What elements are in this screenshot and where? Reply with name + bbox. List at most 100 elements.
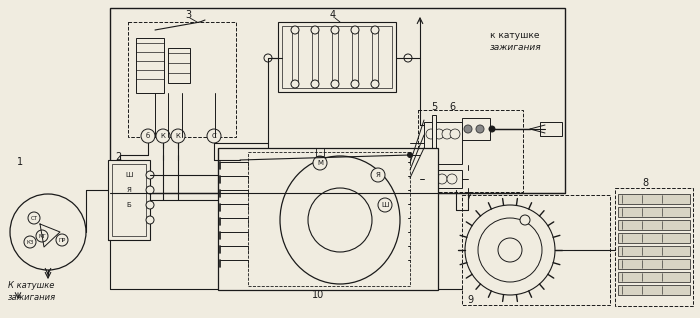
Circle shape (171, 129, 185, 143)
Bar (618, 194, 690, 204)
Bar (540, 122, 562, 136)
Text: Я: Я (376, 172, 380, 178)
Ellipse shape (280, 156, 400, 284)
Text: 7: 7 (465, 192, 471, 202)
Circle shape (331, 80, 339, 88)
Text: зажигания: зажигания (8, 293, 56, 301)
Circle shape (371, 168, 385, 182)
Bar (218, 148, 438, 290)
Text: 4: 4 (330, 10, 336, 20)
Bar (418, 110, 523, 192)
Bar (432, 115, 436, 173)
Circle shape (264, 54, 272, 62)
Text: С: С (211, 133, 216, 139)
Bar (372, 30, 378, 84)
Bar (312, 30, 318, 84)
Circle shape (464, 125, 472, 133)
Circle shape (311, 80, 319, 88)
Circle shape (146, 216, 154, 224)
Text: Я: Я (127, 187, 132, 193)
Text: М: М (317, 160, 323, 166)
Bar (332, 30, 338, 84)
Circle shape (437, 174, 447, 184)
Bar (462, 118, 490, 140)
Circle shape (378, 198, 392, 212)
Circle shape (291, 26, 299, 34)
Text: б: б (146, 133, 150, 139)
Circle shape (520, 215, 530, 225)
Circle shape (56, 234, 68, 246)
Circle shape (141, 129, 155, 143)
Text: К: К (160, 133, 165, 139)
Text: Б: Б (127, 202, 132, 208)
Bar (618, 233, 690, 243)
Bar (282, 26, 392, 88)
Circle shape (146, 171, 154, 179)
Circle shape (478, 218, 542, 282)
Circle shape (313, 156, 327, 170)
Text: ПР: ПР (58, 238, 66, 243)
Circle shape (371, 80, 379, 88)
Circle shape (476, 125, 484, 133)
Bar (352, 30, 358, 84)
Circle shape (371, 26, 379, 34)
Text: МГ: МГ (38, 233, 46, 238)
Circle shape (404, 54, 412, 62)
Bar (618, 272, 690, 282)
Circle shape (489, 126, 495, 132)
Bar (618, 207, 690, 217)
Bar (168, 48, 190, 83)
Bar (136, 38, 164, 93)
Bar (248, 152, 410, 286)
Circle shape (427, 174, 437, 184)
Text: к катушке: к катушке (490, 31, 540, 39)
Bar (278, 22, 396, 92)
Bar (424, 122, 462, 164)
Bar (618, 246, 690, 256)
Bar (110, 8, 565, 193)
Bar (316, 148, 324, 156)
Text: К катушке: К катушке (8, 280, 55, 289)
Bar (112, 164, 146, 236)
Text: К: К (176, 133, 181, 139)
Text: зажигания: зажигания (490, 44, 542, 52)
Circle shape (311, 26, 319, 34)
Circle shape (308, 188, 372, 252)
Text: 3: 3 (185, 10, 191, 20)
Bar (108, 160, 150, 240)
Circle shape (434, 129, 444, 139)
Circle shape (146, 186, 154, 194)
Text: СТ: СТ (31, 216, 38, 220)
Bar (618, 285, 690, 295)
Circle shape (331, 26, 339, 34)
Circle shape (442, 129, 452, 139)
Bar (615, 188, 693, 306)
Bar (128, 22, 236, 137)
Text: КЗ: КЗ (27, 239, 34, 245)
Text: 1: 1 (17, 157, 23, 167)
Text: 8: 8 (642, 178, 648, 188)
Bar (424, 170, 462, 188)
Circle shape (207, 129, 221, 143)
Circle shape (24, 236, 36, 248)
Text: 10: 10 (312, 290, 324, 300)
Circle shape (291, 80, 299, 88)
Text: 9: 9 (467, 295, 473, 305)
Text: Ш: Ш (382, 202, 388, 208)
Bar (292, 30, 298, 84)
Circle shape (36, 230, 48, 242)
Bar (462, 195, 610, 305)
Circle shape (28, 212, 40, 224)
Circle shape (156, 129, 170, 143)
Circle shape (407, 153, 412, 157)
Text: 6: 6 (449, 102, 455, 112)
Circle shape (146, 201, 154, 209)
Text: Ш: Ш (125, 172, 133, 178)
Text: 5: 5 (431, 102, 437, 112)
Circle shape (465, 205, 555, 295)
Circle shape (426, 129, 436, 139)
Circle shape (498, 238, 522, 262)
Circle shape (10, 194, 86, 270)
Bar (618, 220, 690, 230)
Circle shape (351, 80, 359, 88)
